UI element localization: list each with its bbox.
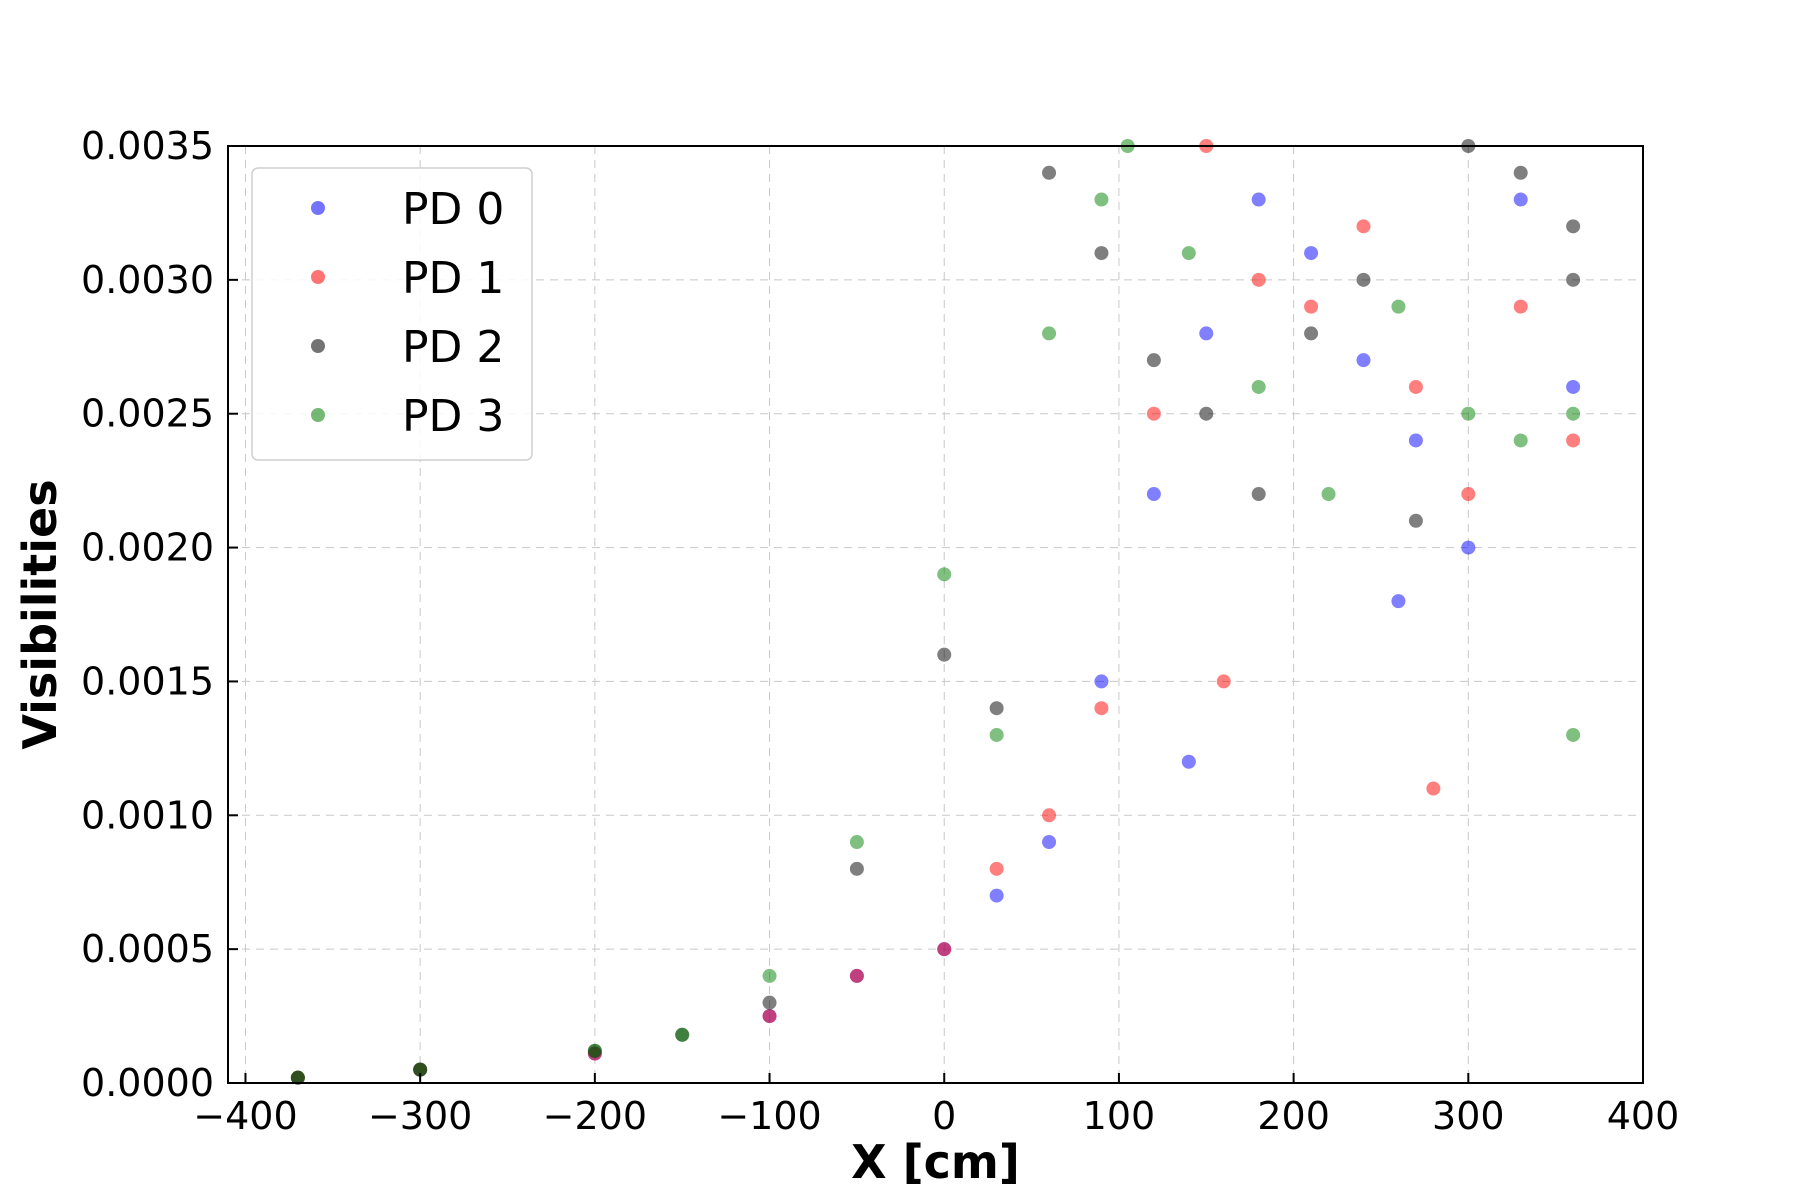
y-tick-label: 0.0020 xyxy=(81,526,214,570)
data-point xyxy=(762,995,777,1010)
data-point xyxy=(1461,487,1476,502)
data-point xyxy=(1426,781,1441,796)
data-point xyxy=(1251,379,1266,394)
data-point xyxy=(1321,487,1336,502)
data-point xyxy=(1513,192,1528,207)
y-tick-label: 0.0025 xyxy=(81,392,214,436)
ticks-layer: −400 −300 −200 −100 0 100 200 300 400 0.0000 0.000… xyxy=(81,124,1679,1138)
data-point xyxy=(1566,433,1581,448)
data-point xyxy=(1094,192,1109,207)
data-point xyxy=(849,968,864,983)
data-point xyxy=(937,647,952,662)
legend-marker xyxy=(311,201,325,215)
data-point xyxy=(989,888,1004,903)
data-point xyxy=(1391,594,1406,609)
data-point xyxy=(1408,379,1423,394)
data-point xyxy=(1356,219,1371,234)
data-point xyxy=(413,1062,428,1077)
data-point xyxy=(1042,165,1057,180)
data-point xyxy=(1408,433,1423,448)
data-point xyxy=(1566,272,1581,287)
data-point xyxy=(1094,246,1109,261)
y-tick-label: 0.0005 xyxy=(81,927,214,971)
data-point xyxy=(1042,835,1057,850)
data-point xyxy=(1146,353,1161,368)
data-point xyxy=(675,1027,690,1042)
legend-marker xyxy=(311,339,325,353)
data-point xyxy=(1566,406,1581,421)
data-point xyxy=(1251,272,1266,287)
data-point xyxy=(1094,701,1109,716)
y-tick-label: 0.0000 xyxy=(81,1061,214,1105)
legend-label: PD 1 xyxy=(402,253,504,304)
data-point xyxy=(1042,808,1057,823)
legend-label: PD 2 xyxy=(402,322,504,373)
y-tick-label: 0.0035 xyxy=(81,124,214,168)
legend-label: PD 0 xyxy=(402,184,504,235)
x-tick-label: −200 xyxy=(543,1094,647,1138)
data-point xyxy=(587,1043,602,1058)
data-point xyxy=(1251,487,1266,502)
data-point xyxy=(1356,272,1371,287)
data-point xyxy=(849,835,864,850)
data-point xyxy=(1356,353,1371,368)
legend: PD 0 PD 1 PD 2 PD 3 xyxy=(251,167,533,461)
x-tick-label: 300 xyxy=(1432,1094,1505,1138)
x-tick-label: 0 xyxy=(932,1094,956,1138)
legend-marker xyxy=(311,408,325,422)
data-point xyxy=(1199,326,1214,341)
data-point xyxy=(1566,727,1581,742)
data-point xyxy=(989,727,1004,742)
data-point xyxy=(1199,406,1214,421)
data-point xyxy=(1408,513,1423,528)
data-point xyxy=(1566,219,1581,234)
y-tick-label: 0.0015 xyxy=(81,659,214,703)
legend-box xyxy=(251,167,533,461)
data-point xyxy=(762,968,777,983)
x-tick-label: 400 xyxy=(1607,1094,1680,1138)
data-point xyxy=(1146,406,1161,421)
data-point xyxy=(989,861,1004,876)
data-point xyxy=(849,861,864,876)
data-point xyxy=(1461,540,1476,555)
data-point xyxy=(1304,246,1319,261)
y-tick-label: 0.0030 xyxy=(81,258,214,302)
data-point xyxy=(1391,299,1406,314)
data-point xyxy=(989,701,1004,716)
data-point xyxy=(1461,406,1476,421)
data-point xyxy=(762,1009,777,1024)
data-point xyxy=(290,1070,305,1085)
data-point xyxy=(1304,326,1319,341)
data-point xyxy=(1146,487,1161,502)
series-3 xyxy=(290,139,1581,1085)
data-point xyxy=(1181,246,1196,261)
data-point xyxy=(1566,379,1581,394)
data-point xyxy=(1513,299,1528,314)
points-layer xyxy=(290,139,1581,1085)
x-tick-label: −100 xyxy=(717,1094,821,1138)
x-tick-label: −300 xyxy=(368,1094,472,1138)
legend-label: PD 3 xyxy=(402,391,504,442)
data-point xyxy=(1513,433,1528,448)
plot-frame xyxy=(227,145,1644,1084)
x-axis-title: X [cm] xyxy=(851,1135,1020,1189)
data-point xyxy=(1513,165,1528,180)
y-axis-title: Visibilities xyxy=(13,479,67,749)
y-tick-label: 0.0010 xyxy=(81,793,214,837)
data-point xyxy=(1042,326,1057,341)
x-tick-label: 100 xyxy=(1083,1094,1156,1138)
x-tick-label: −400 xyxy=(193,1094,297,1138)
data-point xyxy=(1304,299,1319,314)
data-point xyxy=(1251,192,1266,207)
data-point xyxy=(1216,674,1231,689)
data-point xyxy=(937,567,952,582)
data-point xyxy=(1181,754,1196,769)
x-tick-label: 200 xyxy=(1257,1094,1330,1138)
data-point xyxy=(1094,674,1109,689)
legend-marker xyxy=(311,270,325,284)
data-point xyxy=(937,942,952,957)
